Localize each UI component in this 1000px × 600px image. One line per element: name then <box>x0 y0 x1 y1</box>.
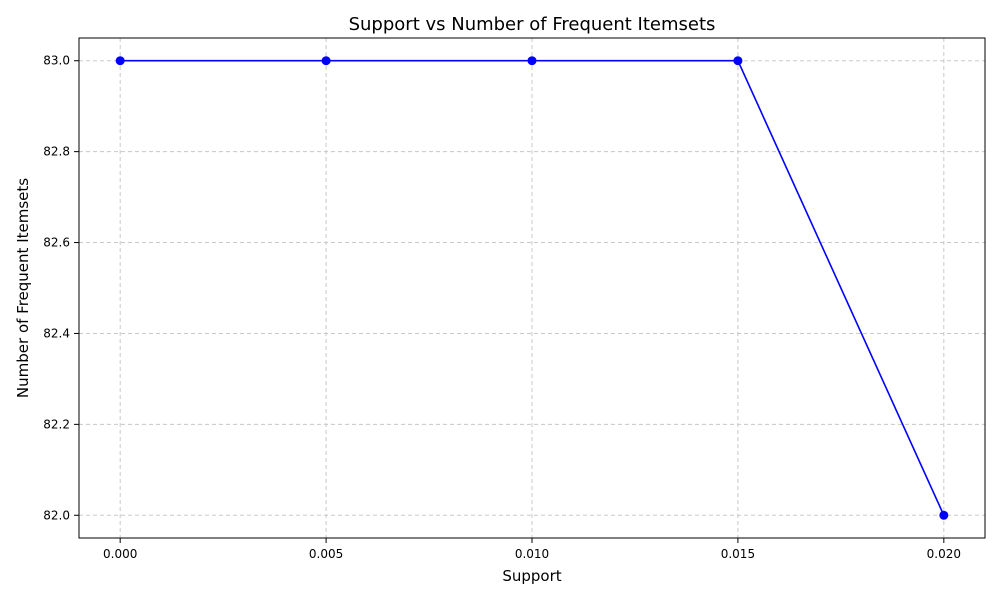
data-point <box>321 56 331 66</box>
x-axis-label: Support <box>502 567 561 585</box>
x-tick-label: 0.010 <box>515 547 549 561</box>
y-tick-label: 82.8 <box>43 145 70 159</box>
y-tick-label: 82.4 <box>43 326 70 340</box>
y-tick-label: 83.0 <box>43 54 70 68</box>
x-tick-label: 0.000 <box>103 547 137 561</box>
x-tick-label: 0.015 <box>721 547 755 561</box>
chart-title: Support vs Number of Frequent Itemsets <box>349 14 716 35</box>
data-point <box>733 56 743 66</box>
data-point <box>115 56 125 66</box>
ticks: 0.000 0.005 0.010 0.015 0.020 82.0 82.2 82.4 82.… <box>43 54 961 561</box>
y-axis-label: Number of Frequent Itemsets <box>14 178 32 398</box>
y-tick-label: 82.0 <box>43 508 70 522</box>
y-tick-label: 82.6 <box>43 236 70 250</box>
x-tick-label: 0.020 <box>927 547 961 561</box>
plot-frame <box>78 37 986 539</box>
grid <box>79 38 985 538</box>
data-point <box>939 510 949 520</box>
y-tick-label: 82.2 <box>43 417 70 431</box>
data-point <box>527 56 537 66</box>
series <box>115 56 949 520</box>
x-tick-label: 0.005 <box>309 547 343 561</box>
